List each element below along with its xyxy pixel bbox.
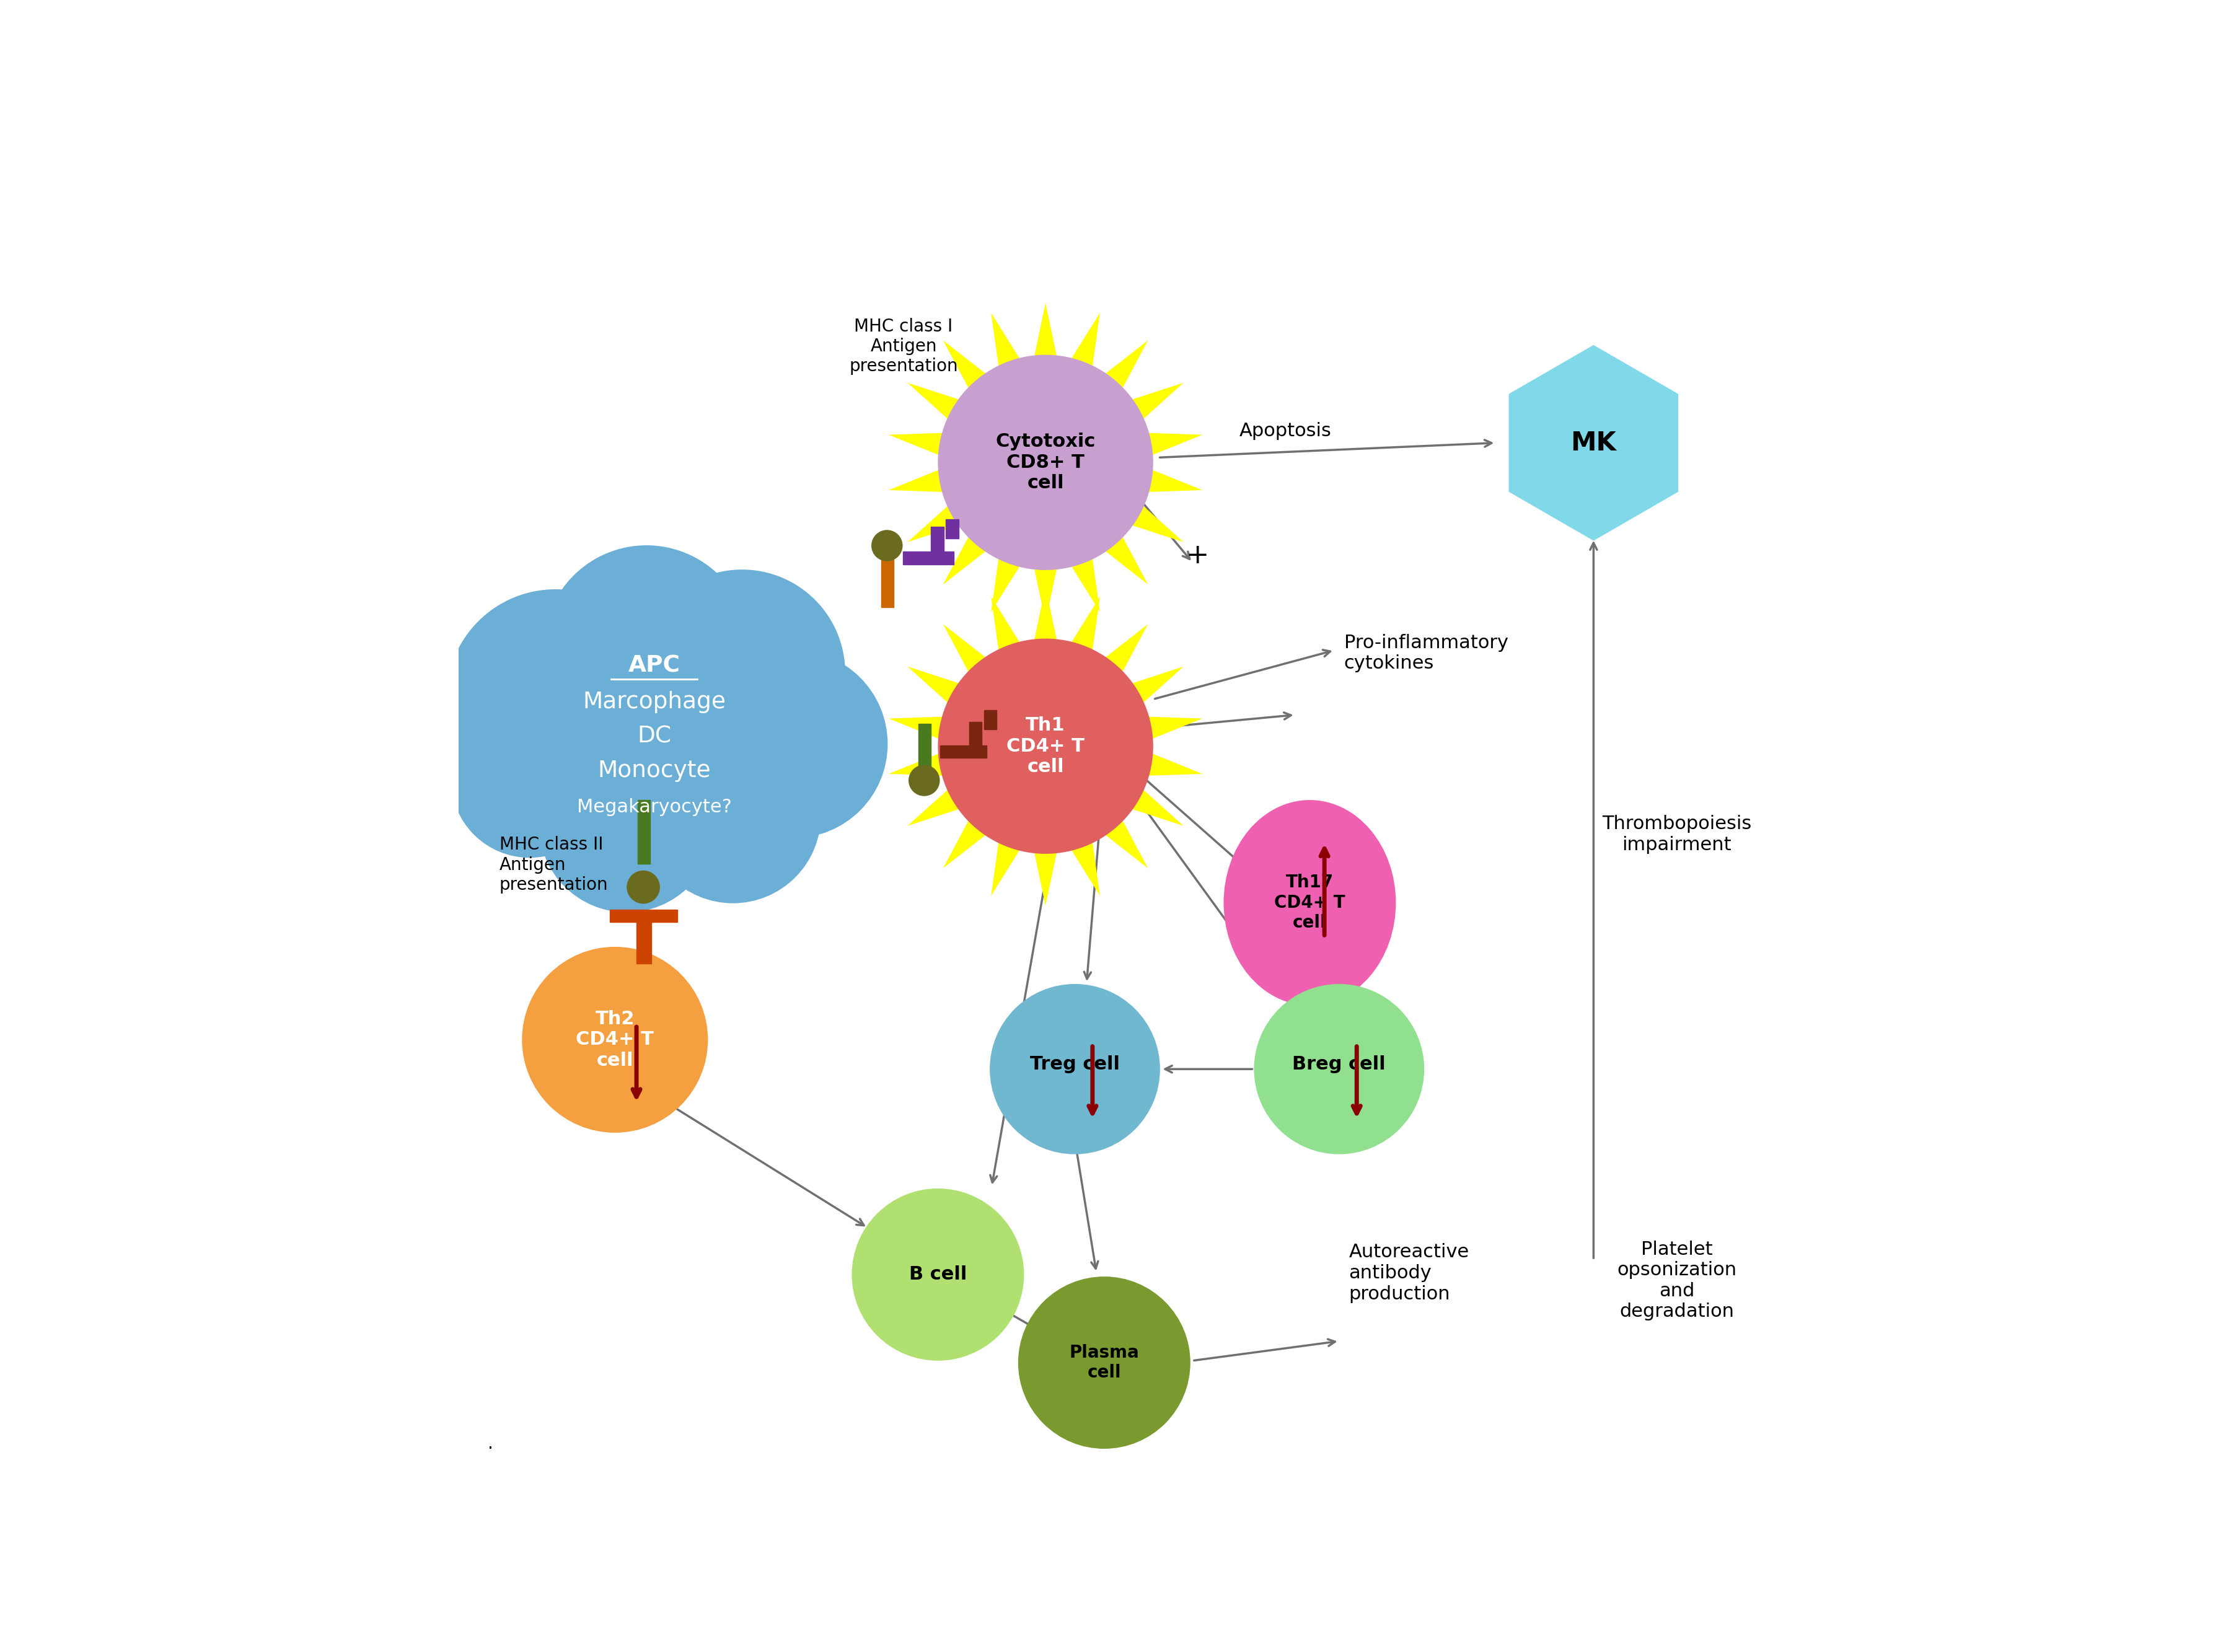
- Circle shape: [937, 355, 1153, 570]
- Text: MHC class II
Antigen
presentation: MHC class II Antigen presentation: [500, 836, 609, 894]
- Text: Breg cell: Breg cell: [1292, 1056, 1385, 1074]
- Circle shape: [991, 985, 1160, 1155]
- Text: B cell: B cell: [908, 1265, 966, 1284]
- FancyBboxPatch shape: [638, 800, 649, 864]
- FancyBboxPatch shape: [881, 550, 895, 608]
- Polygon shape: [888, 586, 1203, 905]
- Text: Thrombopoiesis
impairment: Thrombopoiesis impairment: [1602, 814, 1751, 854]
- Circle shape: [638, 570, 846, 776]
- Circle shape: [446, 590, 665, 808]
- Circle shape: [558, 633, 765, 839]
- Circle shape: [522, 947, 707, 1133]
- Text: Marcophage: Marcophage: [582, 691, 725, 714]
- FancyBboxPatch shape: [609, 910, 636, 922]
- Text: Treg cell: Treg cell: [1031, 1056, 1120, 1074]
- Text: Th17
CD4+ T
cell: Th17 CD4+ T cell: [1274, 874, 1345, 932]
- FancyBboxPatch shape: [651, 910, 678, 922]
- Text: Th2
CD4+ T
cell: Th2 CD4+ T cell: [576, 1009, 654, 1069]
- Text: Monocyte: Monocyte: [598, 760, 712, 781]
- Text: MK: MK: [1571, 430, 1617, 456]
- Text: Autoreactive
antibody
production: Autoreactive antibody production: [1350, 1244, 1470, 1303]
- Text: MHC class I
Antigen
presentation: MHC class I Antigen presentation: [850, 317, 957, 375]
- Circle shape: [540, 737, 714, 912]
- Ellipse shape: [1223, 800, 1397, 1006]
- Text: Megakaryocyte?: Megakaryocyte?: [576, 798, 732, 816]
- Text: Platelet
opsonization
and
degradation: Platelet opsonization and degradation: [1617, 1241, 1736, 1320]
- Circle shape: [701, 649, 888, 838]
- FancyBboxPatch shape: [919, 724, 930, 778]
- Circle shape: [451, 700, 609, 857]
- Text: APC: APC: [629, 654, 680, 677]
- Text: Pro-inflammatory
cytokines: Pro-inflammatory cytokines: [1343, 634, 1508, 672]
- Circle shape: [872, 530, 904, 562]
- FancyBboxPatch shape: [968, 722, 982, 745]
- Text: Plasma
cell: Plasma cell: [1069, 1345, 1140, 1381]
- Circle shape: [1017, 1277, 1191, 1449]
- Text: .: .: [489, 1436, 493, 1452]
- Circle shape: [852, 1188, 1024, 1361]
- FancyBboxPatch shape: [904, 552, 953, 565]
- Circle shape: [645, 727, 821, 904]
- Circle shape: [627, 871, 660, 904]
- Text: +: +: [1185, 542, 1209, 568]
- Circle shape: [937, 639, 1153, 854]
- Polygon shape: [888, 302, 1203, 621]
- Text: Apoptosis: Apoptosis: [1238, 423, 1332, 439]
- Circle shape: [1254, 985, 1423, 1155]
- FancyBboxPatch shape: [930, 527, 944, 552]
- FancyBboxPatch shape: [946, 519, 959, 539]
- Polygon shape: [1508, 345, 1678, 540]
- Circle shape: [544, 545, 750, 752]
- FancyBboxPatch shape: [636, 910, 651, 963]
- Text: Th1
CD4+ T
cell: Th1 CD4+ T cell: [1006, 717, 1084, 776]
- Circle shape: [908, 765, 939, 796]
- FancyBboxPatch shape: [939, 745, 986, 758]
- Text: Cytotoxic
CD8+ T
cell: Cytotoxic CD8+ T cell: [995, 433, 1095, 492]
- Text: DC: DC: [638, 725, 672, 748]
- FancyBboxPatch shape: [984, 710, 997, 730]
